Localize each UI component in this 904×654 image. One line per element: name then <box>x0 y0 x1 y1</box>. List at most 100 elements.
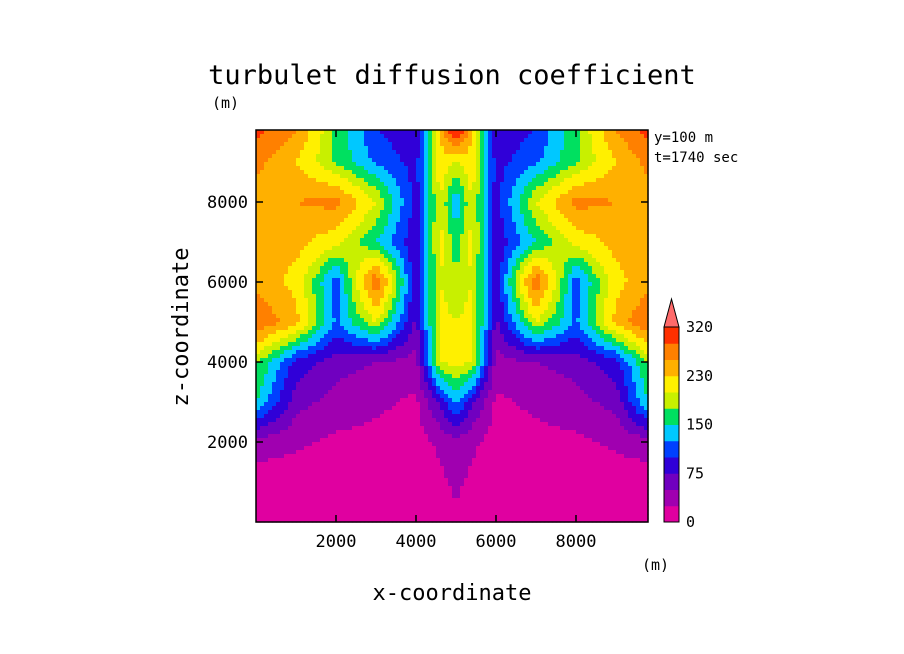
heatmap-cell <box>428 250 433 255</box>
heatmap-cell <box>276 266 281 271</box>
heatmap-cell <box>288 234 293 239</box>
heatmap-cell <box>556 178 561 183</box>
heatmap-cell <box>608 130 613 135</box>
heatmap-cell <box>404 182 409 187</box>
heatmap-cell <box>636 154 641 159</box>
heatmap-cell <box>580 254 585 259</box>
heatmap-cell <box>356 318 361 323</box>
heatmap-cell <box>404 206 409 211</box>
heatmap-cell <box>564 282 569 287</box>
heatmap-cell <box>536 226 541 231</box>
heatmap-cell <box>632 274 637 279</box>
heatmap-cell <box>364 206 369 211</box>
heatmap-cell <box>348 294 353 299</box>
heatmap-cell <box>328 202 333 207</box>
heatmap-cell <box>324 134 329 139</box>
heatmap-cell <box>444 202 449 207</box>
heatmap-cell <box>644 174 649 179</box>
heatmap-cell <box>324 238 329 243</box>
heatmap-cell <box>560 322 565 327</box>
heatmap-cell <box>600 190 605 195</box>
heatmap-cell <box>396 234 401 239</box>
heatmap-cell <box>640 162 645 167</box>
heatmap-cell <box>284 254 289 259</box>
heatmap-cell <box>636 262 641 267</box>
heatmap-cell <box>340 262 345 267</box>
heatmap-cell <box>532 314 537 319</box>
heatmap-cell <box>496 190 501 195</box>
heatmap-cell <box>364 310 369 315</box>
heatmap-cell <box>544 182 549 187</box>
heatmap-cell <box>400 318 405 323</box>
heatmap-cell <box>396 330 401 335</box>
heatmap-cell <box>416 302 421 307</box>
heatmap-cell <box>360 158 365 163</box>
heatmap-cell <box>540 282 545 287</box>
heatmap-cell <box>376 218 381 223</box>
heatmap-cell <box>260 274 265 279</box>
heatmap-cell <box>540 286 545 291</box>
heatmap-cell <box>504 310 509 315</box>
heatmap-cell <box>260 330 265 335</box>
heatmap-cell <box>404 138 409 143</box>
heatmap-cell <box>396 210 401 215</box>
heatmap-cell <box>400 154 405 159</box>
heatmap-cell <box>496 298 501 303</box>
heatmap-cell <box>508 310 513 315</box>
heatmap-cell <box>412 306 417 311</box>
heatmap-cell <box>444 254 449 259</box>
heatmap-cell <box>536 134 541 139</box>
heatmap-cell <box>304 170 309 175</box>
heatmap-cell <box>444 294 449 299</box>
heatmap-cell <box>644 226 649 231</box>
heatmap-cell <box>492 142 497 147</box>
heatmap-cell <box>412 322 417 327</box>
heatmap-cell <box>576 138 581 143</box>
heatmap-cell <box>536 154 541 159</box>
heatmap-cell <box>440 138 445 143</box>
heatmap-cell <box>616 166 621 171</box>
heatmap-cell <box>432 138 437 143</box>
heatmap-cell <box>472 254 477 259</box>
heatmap-cell <box>508 306 513 311</box>
heatmap-cell <box>544 134 549 139</box>
heatmap-cell <box>604 250 609 255</box>
heatmap-cell <box>644 270 649 275</box>
heatmap-cell <box>492 202 497 207</box>
heatmap-cell <box>552 218 557 223</box>
heatmap-cell <box>496 270 501 275</box>
heatmap-cell <box>448 142 453 147</box>
heatmap-cell <box>268 270 273 275</box>
heatmap-cell <box>376 326 381 331</box>
heatmap-cell <box>344 258 349 263</box>
heatmap-cell <box>368 222 373 227</box>
heatmap-cell <box>524 138 529 143</box>
heatmap-cell <box>316 282 321 287</box>
heatmap-cell <box>336 162 341 167</box>
heatmap-cell <box>436 142 441 147</box>
heatmap-cell <box>388 186 393 191</box>
heatmap-cell <box>416 306 421 311</box>
heatmap-cell <box>548 294 553 299</box>
heatmap-cell <box>304 314 309 319</box>
heatmap-cell <box>552 138 557 143</box>
heatmap-cell <box>612 298 617 303</box>
heatmap-cell <box>408 150 413 155</box>
heatmap-cell <box>528 162 533 167</box>
heatmap-cell <box>332 282 337 287</box>
heatmap-cell <box>444 198 449 203</box>
heatmap-cell <box>476 258 481 263</box>
heatmap-cell <box>384 150 389 155</box>
heatmap-cell <box>376 162 381 167</box>
heatmap-cell <box>580 150 585 155</box>
heatmap-cell <box>404 210 409 215</box>
heatmap-cell <box>548 226 553 231</box>
heatmap-cell <box>488 142 493 147</box>
heatmap-cell <box>516 318 521 323</box>
heatmap-cell <box>456 290 461 295</box>
heatmap-cell <box>492 138 497 143</box>
heatmap-cell <box>348 162 353 167</box>
heatmap-cell <box>484 286 489 291</box>
heatmap-cell <box>576 258 581 263</box>
heatmap-cell <box>532 142 537 147</box>
